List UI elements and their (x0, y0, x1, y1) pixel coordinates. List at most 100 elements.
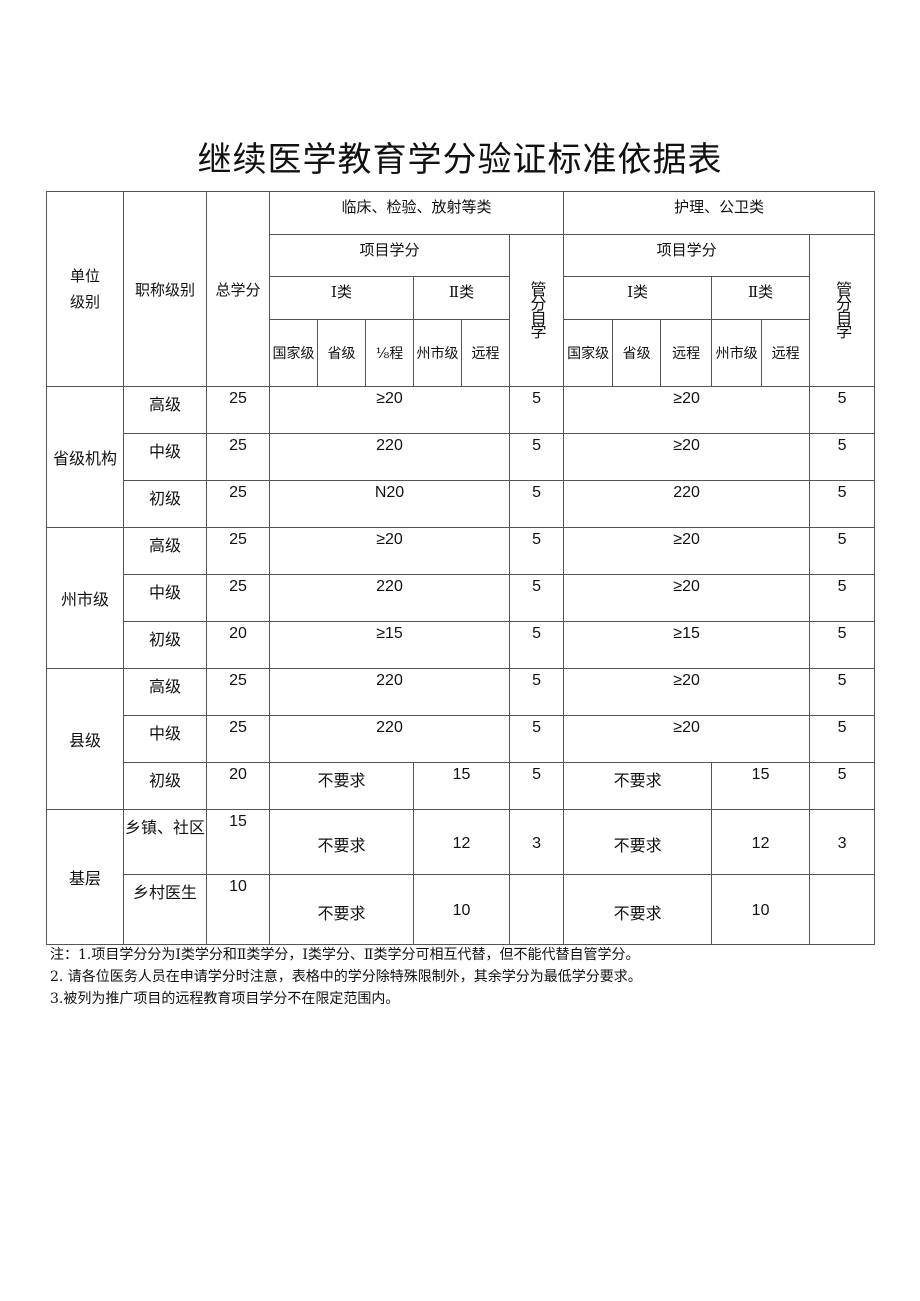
nursing-project-credit: ≥20 (563, 574, 811, 622)
header-nursing-sub: 州市级 (711, 319, 763, 387)
total-credit-cell: 15 (206, 809, 270, 875)
clinical-self-credit: 5 (508, 715, 565, 763)
header-unit: 单位 级别 (46, 191, 124, 387)
nursing-self-credit (809, 874, 876, 945)
header-clinical-sub: 省级 (317, 319, 366, 387)
clinical-project-credit: 220 (269, 574, 510, 622)
clinical-self-credit: 5 (508, 527, 565, 575)
header-level: 职称级别 (123, 191, 207, 387)
nursing-self-credit: 5 (809, 433, 876, 481)
clinical-project-credit: 220 (269, 668, 510, 716)
nursing-self-credit: 5 (809, 574, 876, 622)
clinical-self-credit: 5 (508, 621, 565, 669)
clinical-class1-credit: 不要求 (269, 809, 414, 875)
total-credit-cell: 20 (206, 621, 270, 669)
total-credit-cell: 25 (206, 433, 270, 481)
table-row: 初级 20 ≥15 5 ≥15 5 (47, 621, 876, 669)
note-1: 注：1.项目学分分为Ⅰ类学分和Ⅱ类学分，Ⅰ类学分、Ⅱ类学分可相互代替，但不能代替… (50, 947, 640, 963)
nursing-class1-credit: 不要求 (563, 762, 713, 810)
header-nursing-self: 管分自学 (809, 234, 876, 387)
title-level-cell: 高级 (123, 386, 207, 434)
header-clinical-class1: Ⅰ类 (269, 276, 414, 320)
unit-level-cell: 县级 (46, 668, 124, 810)
total-credit-cell: 10 (206, 874, 270, 945)
nursing-self-credit: 5 (809, 621, 876, 669)
nursing-self-credit: 5 (809, 668, 876, 716)
header-nursing-class1: Ⅰ类 (563, 276, 713, 320)
note-2: 2. 请各位医务人员在申请学分时注意，表格中的学分除特殊限制外，其余学分为最低学… (50, 969, 642, 985)
title-level-cell: 初级 (123, 762, 207, 810)
nursing-class1-credit: 不要求 (563, 874, 713, 945)
clinical-project-credit: ≥15 (269, 621, 510, 669)
table-row: 州市级 高级 25 ≥20 5 ≥20 5 (46, 527, 876, 669)
title-level-cell: 中级 (123, 433, 207, 481)
total-credit-cell: 25 (206, 574, 270, 622)
clinical-self-credit: 5 (508, 762, 565, 810)
table-row: 省级机构 高级 25 ≥20 5 ≥20 5 (46, 386, 876, 528)
table-row: 初级 25 N20 5 220 5 (47, 480, 876, 528)
clinical-project-credit: N20 (269, 480, 510, 528)
header-nursing-sub: 远程 (761, 319, 811, 387)
header-clinical-self: 管分自学 (508, 234, 565, 387)
header-clinical-sub: ⅛程 (365, 319, 414, 387)
nursing-self-credit: 5 (809, 480, 876, 528)
clinical-class2-credit: 12 (413, 809, 510, 875)
nursing-self-credit: 3 (809, 809, 876, 875)
header-nursing-class2: Ⅱ类 (711, 276, 811, 320)
clinical-self-credit: 5 (508, 574, 565, 622)
nursing-project-credit: ≥20 (563, 433, 811, 481)
nursing-project-credit: ≥20 (563, 715, 811, 763)
unit-level-cell: 基层 (46, 809, 124, 945)
header-nursing: 护理、公卫类 (563, 191, 876, 235)
clinical-self-credit: 5 (508, 433, 565, 481)
note-3: 3.被列为推广项目的远程教育项目学分不在限定范围内。 (50, 991, 400, 1007)
clinical-self-credit: 5 (508, 480, 565, 528)
nursing-class2-credit: 12 (711, 809, 811, 875)
nursing-self-credit: 5 (809, 715, 876, 763)
notes: 注：1.项目学分分为Ⅰ类学分和Ⅱ类学分，Ⅰ类学分、Ⅱ类学分可相互代替，但不能代替… (50, 944, 642, 1010)
header-clinical-class2: Ⅱ类 (413, 276, 510, 320)
nursing-project-credit: 220 (563, 480, 811, 528)
title-level-cell: 乡镇、社区 (123, 809, 207, 875)
credit-standard-table: 单位 级别 职称级别 总学分 临床、检验、放射等类 护理、公卫类 项目学分 管分… (46, 191, 876, 945)
table-row: 中级 25 220 5 ≥20 5 (47, 433, 876, 481)
clinical-self-credit (508, 874, 565, 945)
table-row: 乡村医生 10 不要求 10 不要求 10 (47, 874, 876, 945)
unit-level-cell: 省级机构 (46, 386, 124, 528)
nursing-project-credit: ≥15 (563, 621, 811, 669)
title-level-cell: 初级 (123, 480, 207, 528)
title-level-cell: 乡村医生 (123, 874, 207, 945)
table-row: 县级 高级 25 220 5 ≥20 5 (46, 668, 876, 810)
nursing-self-credit: 5 (809, 762, 876, 810)
header-nursing-sub: 省级 (612, 319, 662, 387)
nursing-self-credit: 5 (809, 527, 876, 575)
total-credit-cell: 25 (206, 480, 270, 528)
total-credit-cell: 25 (206, 668, 270, 716)
nursing-project-credit: ≥20 (563, 386, 811, 434)
header-clinical-sub: 远程 (461, 319, 510, 387)
clinical-project-credit: ≥20 (269, 386, 510, 434)
clinical-class1-credit: 不要求 (269, 874, 414, 945)
total-credit-cell: 20 (206, 762, 270, 810)
title-level-cell: 高级 (123, 527, 207, 575)
nursing-class2-credit: 10 (711, 874, 811, 945)
clinical-project-credit: 220 (269, 715, 510, 763)
clinical-class2-credit: 10 (413, 874, 510, 945)
clinical-project-credit: 220 (269, 433, 510, 481)
clinical-self-credit: 3 (508, 809, 565, 875)
clinical-self-credit: 5 (508, 386, 565, 434)
unit-level-cell: 州市级 (46, 527, 124, 669)
clinical-project-credit: ≥20 (269, 527, 510, 575)
clinical-class1-credit: 不要求 (269, 762, 414, 810)
title-level-cell: 中级 (123, 715, 207, 763)
total-credit-cell: 25 (206, 527, 270, 575)
header-nursing-sub: 远程 (660, 319, 713, 387)
title-level-cell: 初级 (123, 621, 207, 669)
header-clinical-project: 项目学分 (269, 234, 510, 277)
header-clinical-sub: 国家级 (269, 319, 318, 387)
title-level-cell: 中级 (123, 574, 207, 622)
header-total: 总学分 (206, 191, 270, 387)
table-row: 初级 20 不要求 15 5 不要求 15 5 (47, 762, 876, 810)
nursing-class1-credit: 不要求 (563, 809, 713, 875)
page-title: 继续医学教育学分验证标准依据表 (197, 140, 723, 180)
